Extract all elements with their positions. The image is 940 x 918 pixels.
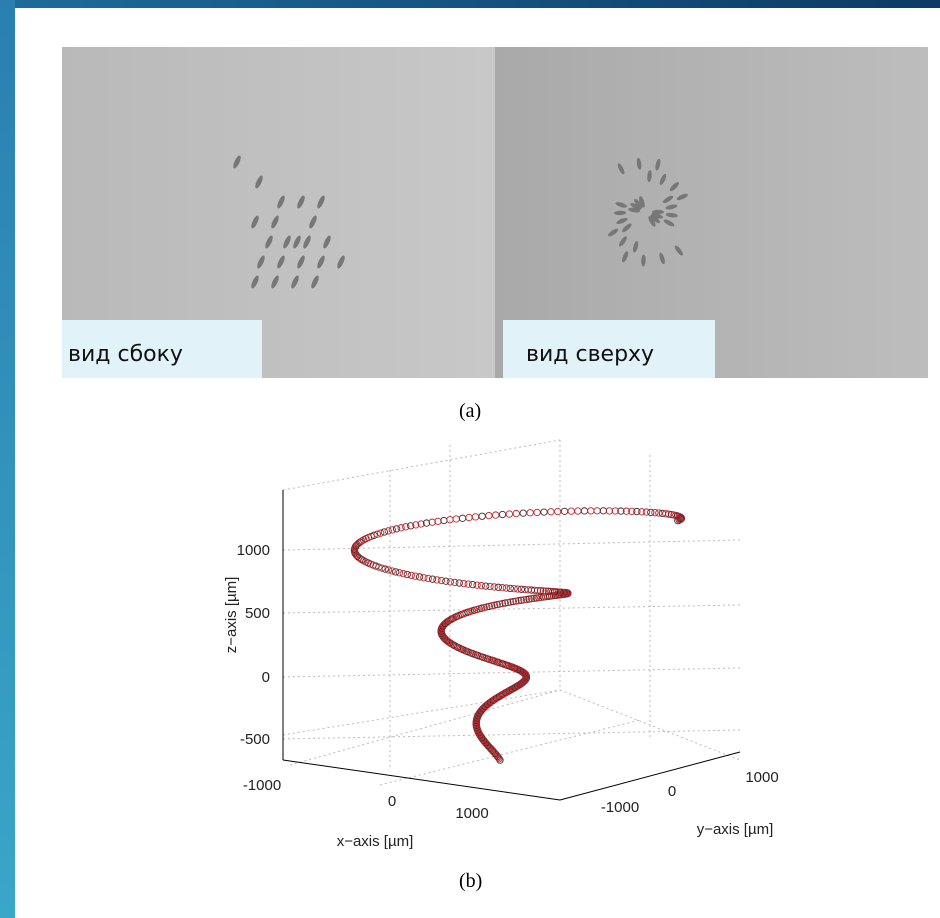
- trajectory-point: [575, 508, 581, 514]
- trajectory-point: [594, 508, 600, 514]
- x-tick-label: 1000: [455, 805, 488, 822]
- trajectory-point: [466, 514, 472, 520]
- trajectory-point: [534, 509, 540, 515]
- trajectory-point: [581, 508, 587, 514]
- z-tick-label: 0: [262, 669, 270, 686]
- trajectory-point: [486, 512, 492, 518]
- trajectory-point: [441, 517, 447, 523]
- trajectory-point: [499, 511, 505, 517]
- slide: вид сбоку вид сверху (a) (b) z−axis [µm]…: [0, 0, 940, 918]
- x-tick-label: 0: [388, 793, 396, 810]
- grid: [283, 440, 740, 785]
- x-tick-label: -1000: [243, 777, 281, 794]
- y-axis-label: y−axis [µm]: [697, 821, 774, 838]
- trajectory-point: [561, 508, 567, 514]
- x-axis-label: x−axis [µm]: [337, 833, 414, 850]
- trajectory-point: [520, 510, 526, 516]
- trajectory-point: [513, 510, 519, 516]
- trajectory-point: [568, 508, 574, 514]
- trajectory-point: [492, 512, 498, 518]
- trajectory-point: [389, 527, 395, 533]
- y-tick-label: 1000: [745, 769, 778, 786]
- y-tick-label: 0: [668, 783, 676, 800]
- trajectory-point: [434, 577, 440, 583]
- trajectory-point: [506, 511, 512, 517]
- helix-plot: z−axis [µm] x−axis [µm] y−axis [µm] 1000…: [0, 0, 940, 918]
- z-axis-label: z−axis [µm]: [223, 577, 240, 654]
- z-tick-label: 1000: [237, 542, 270, 559]
- trajectory-point: [588, 508, 594, 514]
- trajectory-point: [541, 509, 547, 515]
- trajectory-point: [548, 509, 554, 515]
- z-tick-label: 500: [245, 605, 270, 622]
- trajectory-point: [393, 526, 399, 532]
- trajectory-point: [472, 514, 478, 520]
- y-tick-label: -1000: [601, 799, 639, 816]
- trajectory-point: [600, 508, 606, 514]
- z-tick-label: -500: [240, 731, 270, 748]
- trajectory-point: [438, 577, 444, 583]
- trajectory-point: [527, 510, 533, 516]
- axes: [283, 490, 740, 800]
- trajectory-point: [459, 515, 465, 521]
- trajectory-point: [381, 529, 387, 535]
- trajectory-point: [453, 516, 459, 522]
- trajectory-point: [479, 513, 485, 519]
